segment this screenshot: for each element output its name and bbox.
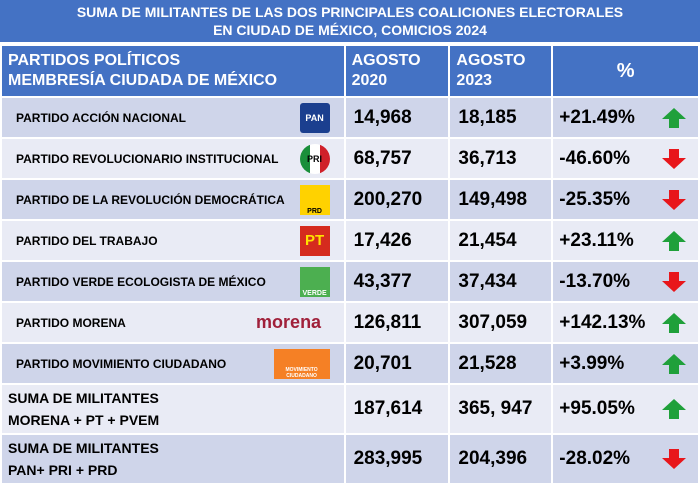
sum-label: SUMA DE MILITANTES PAN+ PRI + PRD (0, 433, 346, 485)
party-cell: PARTIDO ACCIÓN NACIONAL PAN (0, 96, 346, 139)
value-2020: 68,757 (343, 137, 451, 180)
percent-change: +21.49% (551, 96, 700, 139)
header-percent: % (551, 44, 700, 98)
percent-value: -13.70% (559, 270, 631, 292)
percent-change: +23.11% (551, 219, 700, 262)
arrow-up-icon (662, 230, 686, 251)
header-text: PARTIDOS POLÍTICOS (8, 52, 181, 69)
arrow-up-icon (662, 353, 686, 374)
sum-label: SUMA DE MILITANTES MORENA + PT + PVEM (0, 383, 346, 435)
table-header: PARTIDOS POLÍTICOS MEMBRESÍA CIUDADA DE M… (0, 44, 700, 98)
party-name: PARTIDO REVOLUCIONARIO INSTITUCIONAL (16, 151, 279, 166)
table-row: PARTIDO MOVIMIENTO CIUDADANO MOVIMIENTO C… (0, 342, 700, 385)
title-line-1: SUMA DE MILITANTES DE LAS DOS PRINCIPALE… (76, 4, 624, 20)
party-logo-icon: PRD (299, 184, 330, 215)
party-name: PARTIDO MORENA (16, 315, 126, 330)
party-cell: PARTIDO DEL TRABAJO PT (0, 219, 346, 262)
sum-label-line: MORENA + PT + PVEM (8, 412, 160, 428)
value-2020: 17,426 (343, 219, 451, 262)
percent-change: -28.02% (551, 433, 700, 485)
percent-change: +3.99% (551, 342, 700, 385)
value-2020: 20,701 (343, 342, 451, 385)
percent-change: +95.05% (551, 383, 700, 435)
value-2020: 187,614 (343, 383, 451, 435)
arrow-down-icon (662, 449, 686, 469)
arrow-up-icon (662, 312, 686, 333)
party-cell: PARTIDO VERDE ECOLOGISTA DE MÉXICO VERDE (0, 260, 346, 303)
table-row: PARTIDO DEL TRABAJO PT 17,426 21,454 +23.… (0, 219, 700, 262)
percent-value: +21.49% (559, 106, 635, 128)
percent-change: +142.13% (551, 301, 700, 344)
party-name: PARTIDO ACCIÓN NACIONAL (16, 110, 186, 125)
arrow-up-icon (662, 399, 686, 419)
membership-table: PARTIDOS POLÍTICOS MEMBRESÍA CIUDADA DE M… (0, 44, 700, 485)
header-text: AGOSTO (351, 52, 421, 69)
percent-change: -46.60% (551, 137, 700, 180)
value-2023: 365, 947 (448, 383, 554, 435)
value-2020: 283,995 (343, 433, 451, 485)
title-line-2: EN CIUDAD DE MÉXICO, COMICIOS 2024 (213, 22, 487, 38)
party-name: PARTIDO DE LA REVOLUCIÓN DEMOCRÁTICA (16, 192, 285, 207)
percent-value: -46.60% (559, 147, 631, 169)
header-text: AGOSTO (456, 52, 526, 69)
value-2023: 36,713 (448, 137, 554, 180)
value-2023: 18,185 (448, 96, 554, 139)
value-2020: 126,811 (343, 301, 451, 344)
value-2023: 307,059 (448, 301, 554, 344)
percent-value: +95.05% (559, 398, 635, 419)
header-2023: AGOSTO 2023 (448, 44, 554, 98)
header-text: 2023 (456, 72, 493, 89)
arrow-down-icon (662, 271, 686, 292)
value-2023: 21,528 (448, 342, 554, 385)
party-logo-icon: VERDE (299, 266, 330, 297)
party-logo-icon: PRI (299, 143, 330, 174)
party-cell: PARTIDO DE LA REVOLUCIÓN DEMOCRÁTICA PRD (0, 178, 346, 221)
table-row: PARTIDO VERDE ECOLOGISTA DE MÉXICO VERDE … (0, 260, 700, 303)
percent-change: -13.70% (551, 260, 700, 303)
value-2020: 14,968 (343, 96, 451, 139)
party-cell: PARTIDO MOVIMIENTO CIUDADANO MOVIMIENTO C… (0, 342, 346, 385)
sum-row: SUMA DE MILITANTES MORENA + PT + PVEM 187… (0, 383, 700, 435)
party-logo-icon: MOVIMIENTO CIUDADANO (273, 348, 330, 379)
party-logo-icon: PT (299, 225, 330, 256)
arrow-down-icon (662, 189, 686, 210)
percent-value: +142.13% (559, 311, 646, 333)
table-row: PARTIDO DE LA REVOLUCIÓN DEMOCRÁTICA PRD … (0, 178, 700, 221)
percent-change: -25.35% (551, 178, 700, 221)
header-text: MEMBRESÍA CIUDADA DE MÉXICO (8, 72, 278, 89)
party-name: PARTIDO DEL TRABAJO (16, 233, 158, 248)
value-2023: 149,498 (448, 178, 554, 221)
page-title: SUMA DE MILITANTES DE LAS DOS PRINCIPALE… (0, 0, 700, 42)
value-2023: 204,396 (448, 433, 554, 485)
party-logo-icon: PAN (299, 102, 330, 133)
party-cell: PARTIDO MORENA morena (0, 301, 346, 344)
value-2020: 43,377 (343, 260, 451, 303)
value-2023: 21,454 (448, 219, 554, 262)
header-2020: AGOSTO 2020 (343, 44, 451, 98)
arrow-up-icon (662, 107, 686, 128)
value-2023: 37,434 (448, 260, 554, 303)
header-text: 2020 (351, 72, 388, 89)
sum-row: SUMA DE MILITANTES PAN+ PRI + PRD 283,995… (0, 433, 700, 485)
percent-value: -28.02% (559, 448, 631, 469)
table-row: PARTIDO MORENA morena 126,811 307,059 +14… (0, 301, 700, 344)
party-name: PARTIDO VERDE ECOLOGISTA DE MÉXICO (16, 274, 266, 289)
header-parties: PARTIDOS POLÍTICOS MEMBRESÍA CIUDADA DE M… (0, 44, 346, 98)
sum-label-line: PAN+ PRI + PRD (8, 462, 118, 478)
table-row: PARTIDO ACCIÓN NACIONAL PAN 14,968 18,185… (0, 96, 700, 139)
percent-value: +23.11% (559, 229, 634, 251)
percent-value: +3.99% (559, 352, 625, 374)
party-name: PARTIDO MOVIMIENTO CIUDADANO (16, 356, 227, 371)
value-2020: 200,270 (343, 178, 451, 221)
sum-label-line: SUMA DE MILITANTES (8, 440, 159, 456)
party-logo-icon: morena (256, 312, 322, 332)
arrow-down-icon (662, 148, 686, 169)
party-cell: PARTIDO REVOLUCIONARIO INSTITUCIONAL PRI (0, 137, 346, 180)
table-row: PARTIDO REVOLUCIONARIO INSTITUCIONAL PRI … (0, 137, 700, 180)
percent-value: -25.35% (559, 188, 631, 210)
sum-label-line: SUMA DE MILITANTES (8, 390, 159, 406)
